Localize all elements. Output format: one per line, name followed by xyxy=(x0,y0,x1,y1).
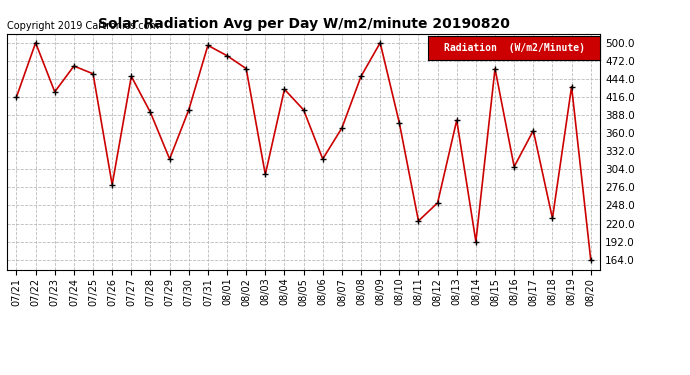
Text: Copyright 2019 Cartronics.com: Copyright 2019 Cartronics.com xyxy=(7,21,159,32)
Title: Solar Radiation Avg per Day W/m2/minute 20190820: Solar Radiation Avg per Day W/m2/minute … xyxy=(98,17,509,31)
